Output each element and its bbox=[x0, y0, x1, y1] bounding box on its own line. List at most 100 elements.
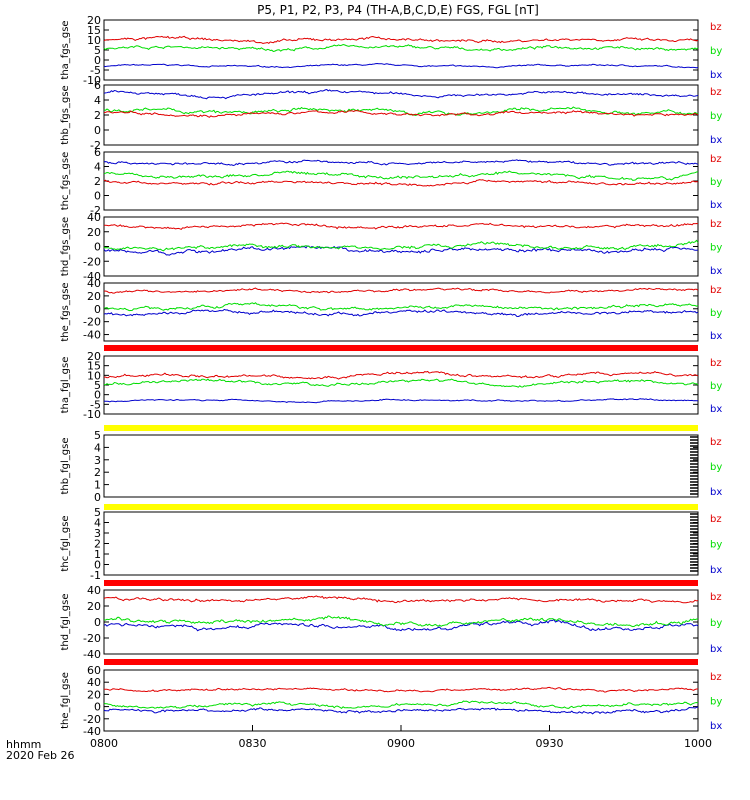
y-tick-label: -40 bbox=[83, 270, 101, 283]
series-bx bbox=[103, 88, 699, 100]
legend-bx: bx bbox=[710, 135, 722, 146]
legend-by: by bbox=[710, 46, 722, 57]
status-bar bbox=[104, 580, 698, 586]
y-tick-label: 1 bbox=[94, 479, 101, 492]
panel-4: -40 -200 20 40 thd_fgs_gse bz by bx bbox=[60, 211, 722, 283]
legend-bz: bz bbox=[710, 672, 722, 683]
x-axis-label: hhmm bbox=[6, 738, 41, 751]
y-tick-label: 20 bbox=[87, 350, 101, 363]
y-tick-label: 0 bbox=[94, 389, 101, 402]
y-tick-label: 2 bbox=[94, 175, 101, 188]
y-axis-label: thd_fgl_gse bbox=[60, 594, 71, 651]
series-bx bbox=[103, 159, 699, 167]
y-tick-label: -5 bbox=[90, 398, 101, 411]
y-tick-label: 40 bbox=[87, 211, 101, 224]
y-tick-label: 5 bbox=[94, 44, 101, 57]
y-tick-label: 0 bbox=[94, 124, 101, 137]
x-tick-label: 0900 bbox=[387, 737, 415, 750]
legend-by: by bbox=[710, 381, 722, 392]
y-tick-label: -2 bbox=[90, 204, 101, 217]
series-by bbox=[103, 170, 699, 181]
series-bz bbox=[104, 222, 699, 231]
series-bz bbox=[103, 370, 699, 380]
y-tick-label: 0 bbox=[94, 701, 101, 714]
status-bar bbox=[104, 659, 698, 665]
y-tick-label: 40 bbox=[87, 676, 101, 689]
series-by bbox=[103, 700, 699, 710]
series-bz bbox=[103, 595, 699, 604]
series-bx bbox=[103, 398, 699, 404]
legend-bx: bx bbox=[710, 404, 722, 415]
chart-title: P5, P1, P2, P3, P4 (TH-A,B,C,D,E) FGS, F… bbox=[257, 3, 539, 17]
legend-bz: bz bbox=[710, 87, 722, 98]
series-bz bbox=[103, 35, 699, 45]
y-axis-label: thc_fgl_gse bbox=[60, 515, 71, 571]
series-by bbox=[103, 378, 699, 388]
y-tick-label: 20 bbox=[87, 600, 101, 613]
legend-bx: bx bbox=[710, 721, 722, 732]
y-tick-label: -2 bbox=[90, 139, 101, 152]
panel-frame bbox=[103, 19, 699, 81]
legend-by: by bbox=[710, 308, 722, 319]
panel-frame bbox=[103, 669, 699, 732]
y-tick-label: 3 bbox=[94, 454, 101, 467]
panel-3: -20 24 6 thc_fgs_gse bz by bx bbox=[60, 146, 722, 217]
panel-2: -2 0 2 4 6 thb_fgs_gse bz by bx bbox=[60, 79, 722, 152]
y-tick-label: 4 bbox=[94, 441, 101, 454]
y-tick-label: 10 bbox=[87, 34, 101, 47]
series-bx bbox=[103, 245, 699, 256]
legend-bx: bx bbox=[710, 565, 722, 576]
panel-frame bbox=[103, 355, 699, 415]
panel-9: -40 -20 0 20 40 thd_fgl_gse bz by bx bbox=[60, 584, 722, 661]
status-bar bbox=[104, 504, 698, 510]
status-bar bbox=[104, 425, 698, 431]
y-tick-label: 2 bbox=[94, 466, 101, 479]
y-tick-label: -40 bbox=[83, 648, 101, 661]
y-axis-label: tha_fgl_gse bbox=[60, 357, 71, 414]
y-tick-label: 0 bbox=[94, 190, 101, 203]
legend-bz: bz bbox=[710, 219, 722, 230]
x-tick-label: 0830 bbox=[239, 737, 267, 750]
y-axis-label: thd_fgs_gse bbox=[60, 217, 71, 276]
y-tick-label: -20 bbox=[83, 255, 101, 268]
y-tick-label: 6 bbox=[94, 79, 101, 92]
y-tick-label: 5 bbox=[94, 506, 101, 519]
y-tick-label: 10 bbox=[87, 369, 101, 382]
legend-by: by bbox=[710, 618, 722, 629]
series-bz bbox=[103, 179, 699, 187]
legend-by: by bbox=[710, 243, 722, 254]
legend-bz: bz bbox=[710, 437, 722, 448]
y-tick-label: 4 bbox=[94, 94, 101, 107]
y-tick-label: 20 bbox=[87, 14, 101, 27]
y-axis-label: thb_fgl_gse bbox=[60, 438, 71, 495]
y-tick-label: 0 bbox=[94, 491, 101, 504]
y-tick-label: -10 bbox=[83, 74, 101, 87]
y-tick-label: 20 bbox=[87, 290, 101, 303]
y-tick-label: -20 bbox=[83, 316, 101, 329]
y-tick-label: 15 bbox=[87, 360, 101, 373]
y-tick-label: 1 bbox=[94, 548, 101, 561]
legend-by: by bbox=[710, 177, 722, 188]
y-tick-label: -20 bbox=[83, 713, 101, 726]
legend-bx: bx bbox=[710, 487, 722, 498]
y-tick-label: -10 bbox=[83, 408, 101, 421]
y-tick-label: 0 bbox=[94, 303, 101, 316]
series-bz bbox=[103, 287, 699, 294]
y-axis-label: the_fgl_gse bbox=[60, 672, 71, 729]
y-tick-label: -40 bbox=[83, 329, 101, 342]
y-tick-label: 3 bbox=[94, 527, 101, 540]
y-tick-label: 2 bbox=[94, 109, 101, 122]
y-tick-label: 0 bbox=[94, 241, 101, 254]
y-tick-label: 0 bbox=[94, 559, 101, 572]
y-tick-label: 0 bbox=[94, 616, 101, 629]
legend-bz: bz bbox=[710, 592, 722, 603]
panel-frame bbox=[103, 434, 699, 498]
y-axis-label: thc_fgs_gse bbox=[60, 152, 71, 211]
y-tick-label: 0 bbox=[94, 54, 101, 67]
legend-bz: bz bbox=[710, 514, 722, 525]
series-bz bbox=[103, 109, 699, 118]
